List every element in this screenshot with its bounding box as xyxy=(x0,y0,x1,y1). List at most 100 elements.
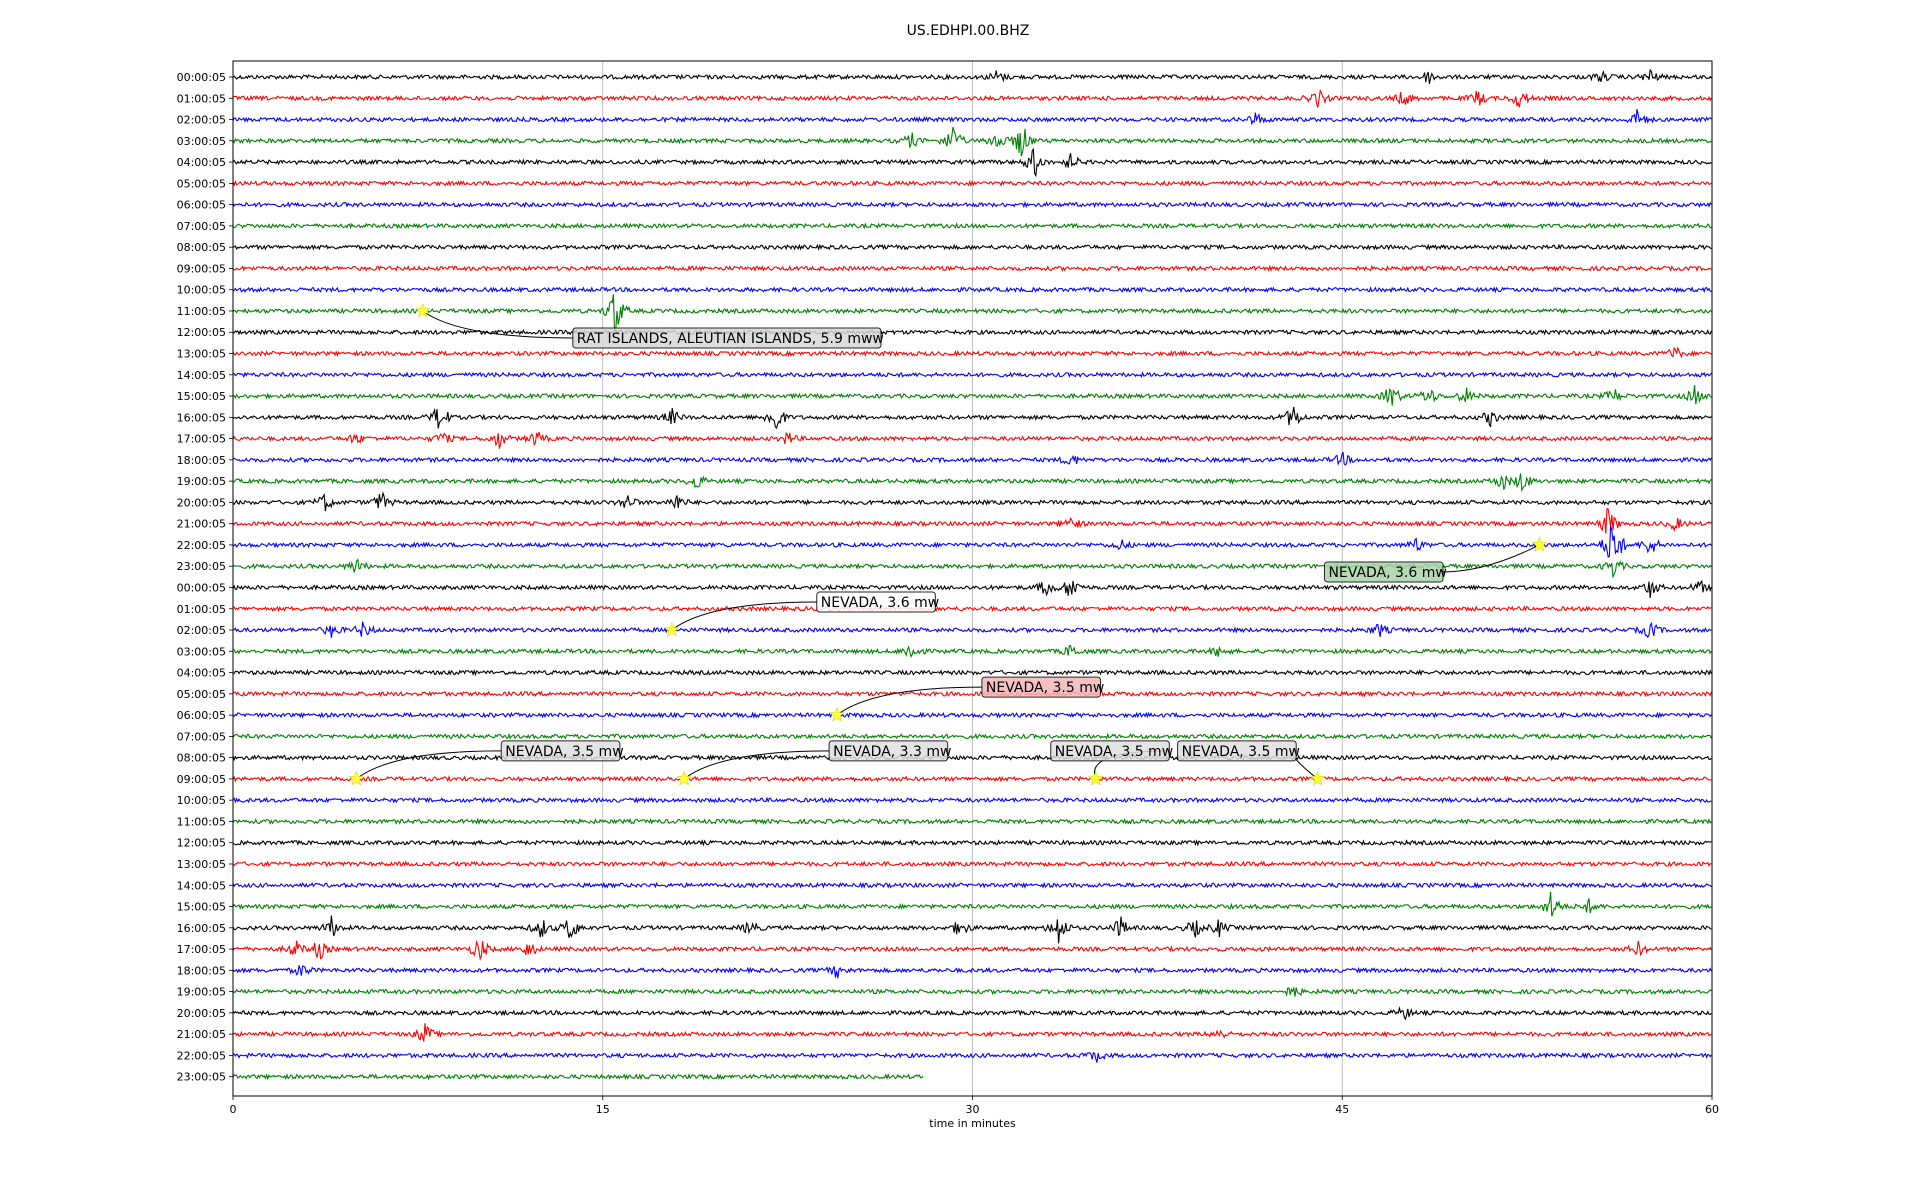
event-star-marker xyxy=(829,706,845,722)
trace-row xyxy=(232,1023,1712,1042)
trace-row xyxy=(232,126,1712,157)
trace-row xyxy=(232,491,1712,512)
y-tick-label: 07:00:05 xyxy=(177,730,226,743)
trace-rows xyxy=(232,68,1712,1081)
event-label: NEVADA, 3.6 mw xyxy=(1328,565,1446,581)
trace-row xyxy=(232,473,1712,493)
trace-row xyxy=(232,839,1712,847)
y-tick-label: 00:00:05 xyxy=(177,71,226,84)
trace-row xyxy=(232,525,1712,558)
y-tick-label: 01:00:05 xyxy=(177,92,226,105)
trace-row xyxy=(232,817,1712,826)
event-label-box xyxy=(981,676,1102,698)
trace-row xyxy=(232,621,1712,639)
y-tick-label: 05:00:05 xyxy=(177,688,226,701)
y-tick-label: 03:00:05 xyxy=(177,645,226,658)
event-label-box xyxy=(1323,561,1444,583)
y-tick-label: 13:00:05 xyxy=(177,348,226,361)
trace-row xyxy=(232,668,1712,677)
y-tick-label: 23:00:05 xyxy=(177,1071,226,1084)
y-tick-label: 17:00:05 xyxy=(177,433,226,446)
event-star-marker xyxy=(1087,770,1104,786)
y-tick-label: 05:00:05 xyxy=(177,177,226,190)
event-star-marker xyxy=(1531,536,1548,552)
event-label: NEVADA, 3.6 mw xyxy=(821,595,939,611)
y-tick-label: 12:00:05 xyxy=(177,837,226,850)
y-tick-label: 11:00:05 xyxy=(177,815,226,828)
trace-row xyxy=(232,986,1712,998)
trace-row xyxy=(232,1073,924,1081)
y-tick-label: 13:00:05 xyxy=(177,858,226,871)
event-star-marker xyxy=(348,770,365,786)
trace-row xyxy=(232,200,1712,209)
y-tick-label: 15:00:05 xyxy=(177,390,226,403)
y-tick-label: 19:00:05 xyxy=(177,475,226,488)
trace-row xyxy=(232,753,1712,762)
y-tick-label: 18:00:05 xyxy=(177,454,226,467)
trace-row xyxy=(232,294,1712,334)
trace-row xyxy=(232,371,1712,379)
trace-row xyxy=(232,891,1712,917)
trace-row xyxy=(232,939,1712,961)
event-annotation: NEVADA, 3.5 mw xyxy=(829,676,1104,722)
y-tick-label: 02:00:05 xyxy=(177,114,226,127)
trace-row xyxy=(232,147,1712,178)
y-tick-label: 04:00:05 xyxy=(177,156,226,169)
trace-row xyxy=(232,328,1712,336)
event-star-marker xyxy=(415,302,431,318)
event-label: NEVADA, 3.5 mw xyxy=(986,680,1104,696)
event-annotations: RAT ISLANDS, ALEUTIAN ISLANDS, 5.9 mww NE… xyxy=(348,302,1548,786)
y-tick-label: 14:00:05 xyxy=(177,369,226,382)
y-axis: 00:00:05 01:00:05 02:00:05 03:00:05 04:00:05… xyxy=(177,71,233,1084)
y-tick-label: 08:00:05 xyxy=(177,241,226,254)
trace-row xyxy=(232,286,1712,294)
trace-row xyxy=(232,796,1712,804)
event-annotation: NEVADA, 3.5 mw xyxy=(348,740,624,786)
y-tick-label: 17:00:05 xyxy=(177,943,226,956)
event-connector xyxy=(836,686,982,716)
y-tick-label: 20:00:05 xyxy=(177,1007,226,1020)
y-tick-label: 10:00:05 xyxy=(177,794,226,807)
event-annotation: NEVADA, 3.6 mw xyxy=(663,591,939,637)
trace-row xyxy=(232,965,1712,979)
event-label-box xyxy=(828,740,949,762)
trace-row xyxy=(232,406,1712,430)
chart-title: US.EDHPI.00.BHZ xyxy=(907,23,1030,39)
trace-row xyxy=(232,579,1712,598)
trace-row xyxy=(232,690,1712,698)
y-tick-label: 15:00:05 xyxy=(177,901,226,914)
trace-row xyxy=(232,346,1712,359)
event-label-box xyxy=(1177,740,1297,762)
y-tick-label: 01:00:05 xyxy=(177,603,226,616)
event-connector xyxy=(355,750,502,780)
trace-row xyxy=(232,881,1712,889)
y-tick-label: 22:00:05 xyxy=(177,539,226,552)
y-tick-label: 04:00:05 xyxy=(177,667,226,680)
trace-row xyxy=(232,732,1712,741)
trace-row xyxy=(232,645,1712,659)
x-tick-label: 15 xyxy=(596,1103,610,1116)
y-tick-label: 06:00:05 xyxy=(177,709,226,722)
event-annotation: NEVADA, 3.5 mw xyxy=(1177,740,1326,786)
trace-row xyxy=(232,68,1712,85)
event-label: NEVADA, 3.5 mw xyxy=(1055,744,1173,760)
event-label-box xyxy=(572,327,882,349)
y-tick-label: 08:00:05 xyxy=(177,752,226,765)
event-connector xyxy=(671,601,817,631)
event-star-marker xyxy=(663,621,680,637)
y-tick-label: 23:00:05 xyxy=(177,560,226,573)
y-tick-label: 20:00:05 xyxy=(177,496,226,509)
trace-row xyxy=(232,558,1712,578)
y-tick-label: 02:00:05 xyxy=(177,624,226,637)
y-tick-label: 14:00:05 xyxy=(177,879,226,892)
trace-row xyxy=(232,860,1712,868)
y-tick-label: 00:00:05 xyxy=(177,581,226,594)
trace-row xyxy=(232,605,1712,613)
x-tick-label: 30 xyxy=(966,1103,980,1116)
y-tick-label: 16:00:05 xyxy=(177,922,226,935)
y-tick-label: 12:00:05 xyxy=(177,326,226,339)
trace-row xyxy=(232,1006,1712,1021)
trace-row xyxy=(232,775,1712,783)
y-tick-label: 09:00:05 xyxy=(177,773,226,786)
